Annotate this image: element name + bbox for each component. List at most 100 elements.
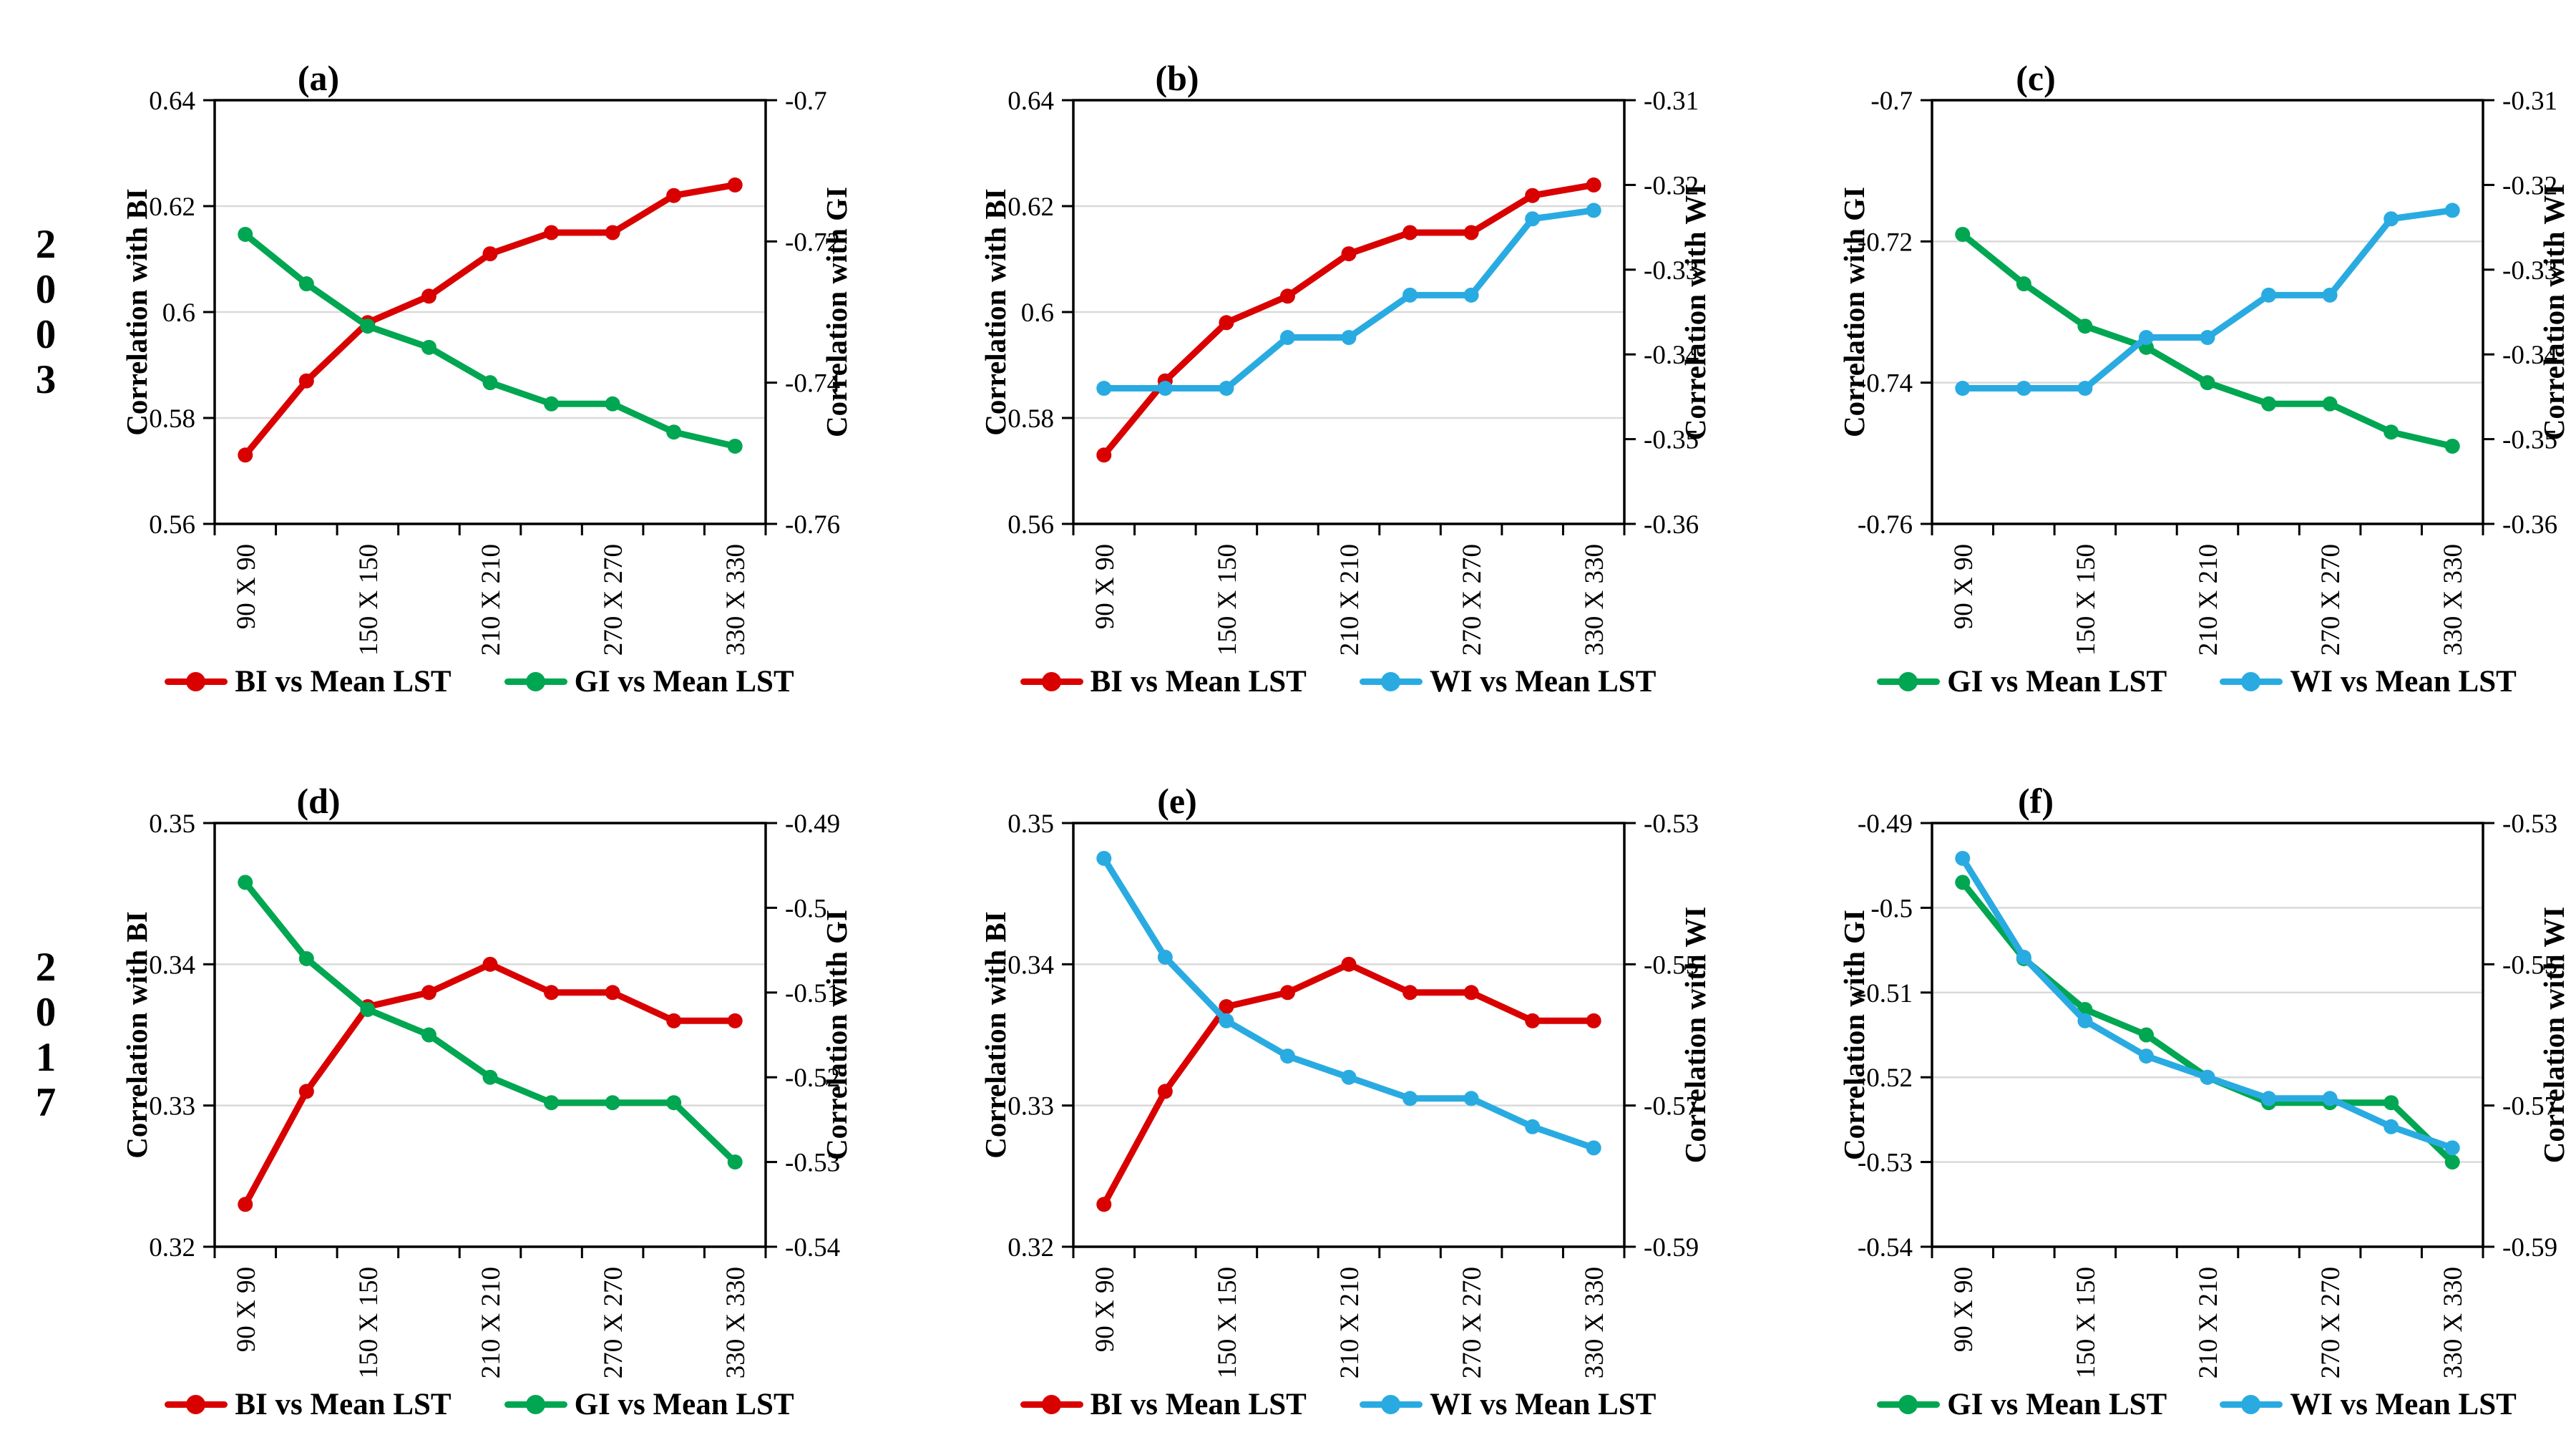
series-marker-WI — [2444, 1140, 2460, 1156]
right-tick-label: -0.35 — [1644, 426, 1699, 455]
left-axis-title: Correlation with BI — [120, 188, 153, 435]
legend-item-WI: WI vs Mean LST — [2220, 1387, 2517, 1422]
left-tick-label: -0.74 — [1858, 369, 1913, 399]
left-tick-label: 0.56 — [149, 510, 195, 540]
series-marker-BI — [298, 373, 314, 389]
series-marker-BI — [1157, 1084, 1173, 1099]
series-marker-WI — [1096, 850, 1112, 866]
legend-item-GI: GI vs Mean LST — [504, 1387, 794, 1422]
left-tick-label: -0.52 — [1858, 1064, 1913, 1093]
legend: GI vs Mean LST WI vs Mean LST — [1767, 1387, 2576, 1422]
chart-panel-b: 0.64 0.62 0.6 0.58 0.56 -0.31 -0.32 -0.33 -0.34 -… — [859, 0, 1717, 722]
chart-panel-e: 0.35 0.34 0.33 0.32 -0.53 -0.55 -0.57 -0.59 90 X… — [859, 723, 1717, 1445]
left-tick-label: -0.76 — [1858, 510, 1913, 540]
right-tick-label: -0.5 — [785, 894, 827, 923]
left-axis-title: Correlation with BI — [979, 188, 1012, 435]
plot-border — [1072, 822, 1626, 1248]
legend-label: BI vs Mean LST — [235, 665, 452, 699]
x-tick-label: 210 X 210 — [477, 1267, 506, 1378]
series-marker-WI — [1955, 381, 1971, 396]
series-marker-GI — [2261, 396, 2277, 412]
right-tick-label: -0.35 — [2502, 426, 2557, 455]
right-tick-label: -0.76 — [785, 510, 840, 540]
right-tick-label: -0.55 — [1644, 950, 1699, 980]
legend: GI vs Mean LST WI vs Mean LST — [1767, 664, 2576, 699]
year-digit: 0 — [35, 267, 57, 312]
legend: BI vs Mean LST GI vs Mean LST — [50, 1387, 909, 1422]
legend-line-marker-icon — [504, 672, 567, 691]
plot-border — [1931, 99, 2484, 525]
legend-label: GI vs Mean LST — [1947, 665, 2167, 699]
chart-svg-b: 0.64 0.62 0.6 0.58 0.56 -0.31 -0.32 -0.33 -0.34 -… — [979, 58, 1712, 656]
left-tick-label: 0.58 — [149, 404, 195, 434]
legend-label: WI vs Mean LST — [1429, 1388, 1657, 1421]
right-tick-label: -0.72 — [785, 228, 840, 257]
series-marker-GI — [2322, 396, 2338, 412]
legend-line-marker-icon — [1020, 1395, 1083, 1414]
left-tick-label: 0.34 — [149, 950, 195, 980]
plot-border — [213, 822, 767, 1248]
left-tick-label: 0.62 — [149, 193, 195, 222]
series-marker-GI — [2016, 276, 2031, 292]
chart-svg-f: -0.49 -0.5 -0.51 -0.52 -0.53 -0.54 -0.53 -0.55 -… — [1838, 781, 2570, 1378]
left-tick-label: -0.7 — [1870, 87, 1913, 116]
left-tick-label: 0.33 — [1008, 1092, 1054, 1122]
legend-line-marker-icon — [165, 1395, 228, 1414]
series-line-BI — [1101, 181, 1597, 459]
series-marker-GI — [544, 1095, 560, 1111]
legend-line-marker-icon — [1877, 1395, 1941, 1414]
chart-svg-d: 0.35 0.34 0.33 0.32 -0.49 -0.5 -0.51 -0.52 -0.53… — [120, 781, 853, 1378]
plot-border — [1931, 822, 2484, 1248]
legend-dot-icon — [186, 1395, 206, 1414]
x-tick-label: 150 X 150 — [1213, 1267, 1242, 1378]
x-tick-label: 150 X 150 — [1213, 544, 1242, 656]
legend-line-marker-icon — [1877, 672, 1941, 691]
series-marker-BI — [298, 1084, 314, 1099]
series-marker-BI — [727, 177, 743, 193]
legend-line-marker-icon — [1359, 1395, 1423, 1414]
series-marker-BI — [1096, 1197, 1112, 1212]
series-marker-WI — [1402, 1091, 1418, 1106]
x-tick-label: 270 X 270 — [599, 1267, 628, 1378]
year-digit: 2 — [35, 222, 57, 267]
x-tick-label: 210 X 210 — [2194, 544, 2223, 656]
left-tick-label: 0.33 — [149, 1092, 195, 1122]
legend-dot-icon — [1041, 1395, 1061, 1414]
series-line-GI — [242, 879, 738, 1166]
year-label-2017: 2 0 1 7 — [16, 945, 76, 1125]
right-axis-title: Correlation with WI — [1679, 184, 1712, 440]
series-marker-WI — [2444, 203, 2460, 218]
series-line-WI — [1959, 207, 2456, 392]
legend-label: GI vs Mean LST — [574, 665, 794, 699]
chart-svg-e: 0.35 0.34 0.33 0.32 -0.53 -0.55 -0.57 -0.59 90 X… — [979, 781, 1712, 1378]
left-tick-label: 0.6 — [1021, 298, 1054, 328]
series-marker-BI — [605, 985, 620, 1001]
x-tick-label: 330 X 330 — [721, 544, 751, 656]
series-marker-WI — [1279, 330, 1295, 346]
legend-item-BI: BI vs Mean LST — [165, 664, 452, 699]
chart-svg-a: 0.64 0.62 0.6 0.58 0.56 -0.7 -0.72 -0.74 -0.76 90… — [120, 58, 853, 656]
series-marker-BI — [238, 447, 253, 463]
series-marker-GI — [1955, 226, 1971, 242]
chart-svg-c: -0.7 -0.72 -0.74 -0.76 -0.31 -0.32 -0.33 -0.34 -… — [1838, 58, 2570, 656]
series-marker-WI — [1525, 211, 1541, 227]
x-tick-label: 90 X 90 — [232, 1267, 261, 1352]
series-marker-BI — [1096, 447, 1112, 463]
series-marker-BI — [1525, 188, 1541, 203]
legend-line-marker-icon — [2220, 672, 2283, 691]
left-tick-label: -0.51 — [1858, 979, 1913, 1008]
series-marker-WI — [1586, 203, 1601, 218]
legend-label: BI vs Mean LST — [1090, 665, 1307, 699]
series-marker-GI — [421, 1027, 436, 1043]
left-tick-label: 0.34 — [1008, 950, 1054, 980]
right-tick-label: -0.59 — [2502, 1233, 2557, 1262]
chart-panel-c: -0.7 -0.72 -0.74 -0.76 -0.31 -0.32 -0.33 -0.34 -… — [1717, 0, 2576, 722]
x-tick-label: 90 X 90 — [232, 544, 261, 629]
year-digit: 1 — [35, 1035, 57, 1080]
series-marker-GI — [2138, 1027, 2154, 1043]
series-marker-BI — [1219, 315, 1234, 331]
panel-letter: (d) — [296, 781, 340, 821]
series-marker-GI — [360, 318, 376, 334]
series-line-WI — [1101, 855, 1597, 1152]
series-marker-GI — [2384, 424, 2399, 440]
